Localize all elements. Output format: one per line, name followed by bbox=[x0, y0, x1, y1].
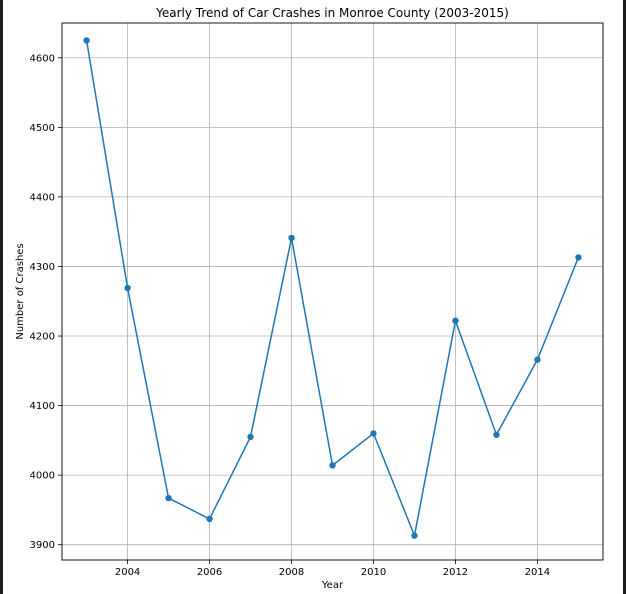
x-tick-label: 2010 bbox=[361, 567, 386, 578]
data-point bbox=[452, 317, 459, 324]
data-point bbox=[165, 494, 172, 502]
data-point bbox=[83, 37, 90, 44]
y-tick-label: 4300 bbox=[30, 262, 55, 273]
data-point bbox=[206, 515, 213, 523]
x-tick-label: 2014 bbox=[525, 567, 550, 578]
x-tick-label: 2012 bbox=[443, 567, 468, 578]
data-point bbox=[411, 532, 418, 539]
data-point bbox=[124, 284, 131, 292]
data-point bbox=[288, 234, 295, 242]
axes: 2004 2006 2008 2010 2012 2014 3900 4000 4100 4200… bbox=[30, 22, 604, 578]
plot-frame bbox=[61, 22, 604, 561]
chart-title: Yearly Trend of Car Crashes in Monroe Co… bbox=[155, 6, 509, 20]
series-layer bbox=[83, 37, 582, 539]
x-tick-label: 2006 bbox=[197, 567, 222, 578]
y-tick-label: 4600 bbox=[30, 53, 55, 64]
y-tick-label: 4200 bbox=[30, 332, 55, 343]
y-tick-label: 4100 bbox=[30, 401, 55, 412]
y-tick-label: 4500 bbox=[30, 123, 55, 134]
x-tick-label: 2008 bbox=[279, 567, 304, 578]
data-point bbox=[575, 254, 582, 261]
y-tick-label: 4000 bbox=[30, 471, 55, 482]
line-chart: Yearly Trend of Car Crashes in Monroe Co… bbox=[15, 6, 604, 591]
data-point bbox=[370, 430, 377, 437]
y-axis-label: Number of Crashes bbox=[15, 243, 26, 339]
x-tick-label: 2004 bbox=[115, 567, 140, 578]
grid bbox=[62, 23, 603, 560]
series-line bbox=[85, 40, 580, 539]
data-point bbox=[329, 462, 336, 469]
x-axis-label: Year bbox=[321, 580, 344, 591]
y-tick-label: 3900 bbox=[30, 540, 55, 551]
data-point bbox=[493, 431, 500, 438]
y-tick-label: 4400 bbox=[30, 192, 55, 203]
data-point bbox=[247, 433, 254, 441]
data-point bbox=[534, 356, 541, 363]
chart-figure: Yearly Trend of Car Crashes in Monroe Co… bbox=[3, 0, 623, 594]
